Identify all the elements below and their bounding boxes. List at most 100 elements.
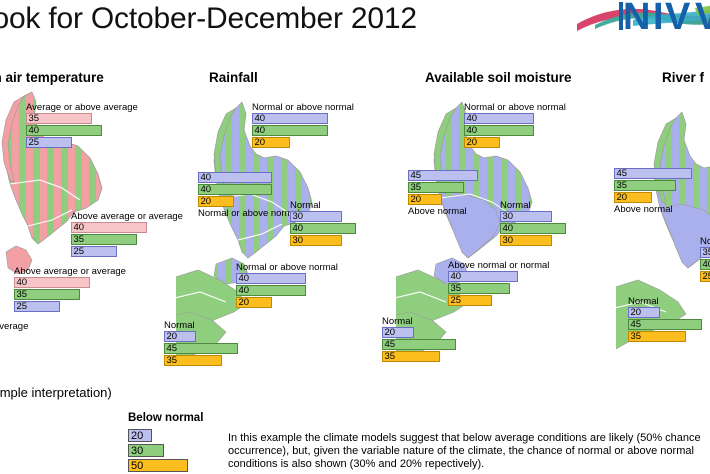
bar-cluster-temp-northern: Average or above average 35 40 25	[26, 102, 138, 149]
bar-value: 35	[29, 113, 40, 125]
bar-cluster-label: Normal	[164, 320, 238, 331]
bar-value: 40	[17, 277, 28, 289]
bar-below-normal: 20	[614, 192, 652, 203]
bar-below-normal: 20	[236, 297, 272, 308]
bar-above-normal: 40	[252, 113, 328, 124]
niwa-logo: N I V V A Taihoro Nukurangi	[575, 0, 710, 56]
bar-cluster-temp-northern-south: Above average or average 40 35 25	[14, 266, 126, 313]
bar-normal: 40	[464, 125, 534, 136]
bar-cluster-rain-southern-south: Normal 20 45 35	[164, 320, 238, 367]
bar-value: 40	[467, 113, 478, 125]
maps-row: Average or above average 35 40 25 Above …	[0, 88, 710, 388]
column-header-soil: Available soil moisture	[425, 70, 572, 85]
map-temperature: Average or above average 35 40 25 Above …	[0, 88, 158, 388]
bar-value: 25	[703, 271, 710, 283]
bar-above-normal: 20	[628, 307, 660, 318]
bar-above-normal: 45	[408, 170, 478, 181]
bar-cluster-label: Normal or above normal	[236, 262, 338, 273]
bar-value: 45	[167, 343, 178, 355]
bar-value: 20	[167, 331, 178, 343]
bar-cluster-soil-northern-south: Above normal or normal 40 35 25	[448, 260, 549, 307]
bar-normal: 40	[700, 259, 710, 270]
bar-cluster-label: Above average or average	[14, 266, 126, 277]
bar-cluster-label: Normal	[290, 200, 356, 211]
map-rainfall: Normal or above normal 40 40 20 40 40 20…	[176, 88, 406, 388]
bar-below-average: 25	[14, 301, 60, 312]
niwa-logo-mark: N I V V A	[575, 0, 710, 56]
bar-value: 25	[29, 137, 40, 149]
bar-value: 40	[74, 222, 85, 234]
svg-text:N: N	[623, 0, 650, 38]
legend-bar-above-normal: 20	[128, 429, 152, 442]
bar-below-normal: 35	[628, 331, 686, 342]
bar-cluster-soil-eastern: Normal 30 40 30	[500, 200, 566, 247]
bar-value: 30	[293, 211, 304, 223]
bar-value: 35	[703, 247, 710, 259]
bar-value: 35	[411, 182, 422, 194]
explanation-paragraph: In this example the climate models sugge…	[228, 432, 710, 472]
bar-value: 35	[631, 331, 642, 343]
map-river-svg	[616, 88, 710, 388]
bar-normal: 45	[628, 319, 702, 330]
column-header-rainfall: Rainfall	[209, 70, 258, 85]
bar-cluster-river-eastern: Normal 35 40 25	[700, 236, 710, 283]
bar-above-average: 40	[14, 277, 90, 288]
legend-bar-value: 30	[131, 444, 143, 459]
map-river-flows: 45 35 20 Above normal Normal 35 40 25 No…	[616, 88, 710, 388]
bar-value: 20	[201, 196, 212, 208]
legend-bar-normal: 30	[128, 444, 164, 457]
legend-example-line: xample interpretation)	[0, 385, 112, 400]
bar-value: 20	[467, 137, 478, 149]
bar-value: 35	[17, 289, 28, 301]
bar-cluster-soil-western: 45 35 20 Above normal	[408, 170, 478, 217]
bar-cluster-label: erage or average	[0, 321, 28, 332]
bar-cluster-label: Above average or average	[71, 211, 183, 222]
bar-above-normal: 40	[198, 172, 272, 183]
bar-below-normal: 30	[500, 235, 552, 246]
bar-below-normal: 20	[408, 194, 442, 205]
bar-cluster-soil-northern: Normal or above normal 40 40 20	[464, 102, 566, 149]
bar-cluster-rain-eastern: Normal 30 40 30	[290, 200, 356, 247]
bar-cluster-label: Normal	[382, 316, 456, 327]
bar-below-normal: 20	[252, 137, 290, 148]
legend-bar-value: 50	[131, 459, 143, 474]
bar-below-normal: 25	[448, 295, 492, 306]
map-soil-moisture: Normal or above normal 40 40 20 45 35 20…	[396, 88, 626, 388]
bar-above-normal: 40	[464, 113, 534, 124]
bar-value: 30	[503, 211, 514, 223]
bar-above-normal: 30	[500, 211, 552, 222]
bar-average: 35	[71, 234, 137, 245]
bar-cluster-label: Above normal or normal	[448, 260, 549, 271]
bar-cluster-label: Above normal	[614, 204, 692, 215]
bar-cluster-soil-southern-south: Normal 20 45 35	[382, 316, 456, 363]
bar-value: 40	[293, 223, 304, 235]
bar-normal: 40	[500, 223, 566, 234]
bar-cluster-label: Above normal	[408, 206, 478, 217]
bar-value: 40	[451, 271, 462, 283]
bar-normal: 40	[290, 223, 356, 234]
bar-cluster-rain-western: 40 40 20 Normal or above normal	[198, 172, 300, 219]
bar-normal: 35	[408, 182, 464, 193]
bar-normal: 45	[382, 339, 456, 350]
bar-below-average: 25	[71, 246, 117, 257]
bar-above-normal: 30	[290, 211, 342, 222]
bar-value: 40	[503, 223, 514, 235]
bar-value: 35	[167, 355, 178, 367]
page-title: look for October-December 2012	[0, 2, 417, 36]
bar-cluster-label: Average or above average	[26, 102, 138, 113]
bar-above-normal: 20	[382, 327, 414, 338]
bar-cluster-label: Normal or above normal	[198, 208, 300, 219]
bar-normal: 40	[236, 285, 306, 296]
bar-above-normal: 45	[614, 168, 692, 179]
bar-below-normal: 35	[382, 351, 440, 362]
bar-value: 40	[255, 125, 266, 137]
svg-text:I: I	[653, 0, 664, 38]
bar-value: 30	[503, 235, 514, 247]
bar-value: 25	[17, 301, 28, 313]
legend-heading: Below normal	[128, 412, 203, 424]
bar-value: 40	[239, 273, 250, 285]
bar-cluster-label: Normal	[700, 236, 710, 247]
bar-normal: 40	[252, 125, 328, 136]
bar-cluster-label: Normal or above normal	[252, 102, 354, 113]
bar-average: 40	[26, 125, 102, 136]
